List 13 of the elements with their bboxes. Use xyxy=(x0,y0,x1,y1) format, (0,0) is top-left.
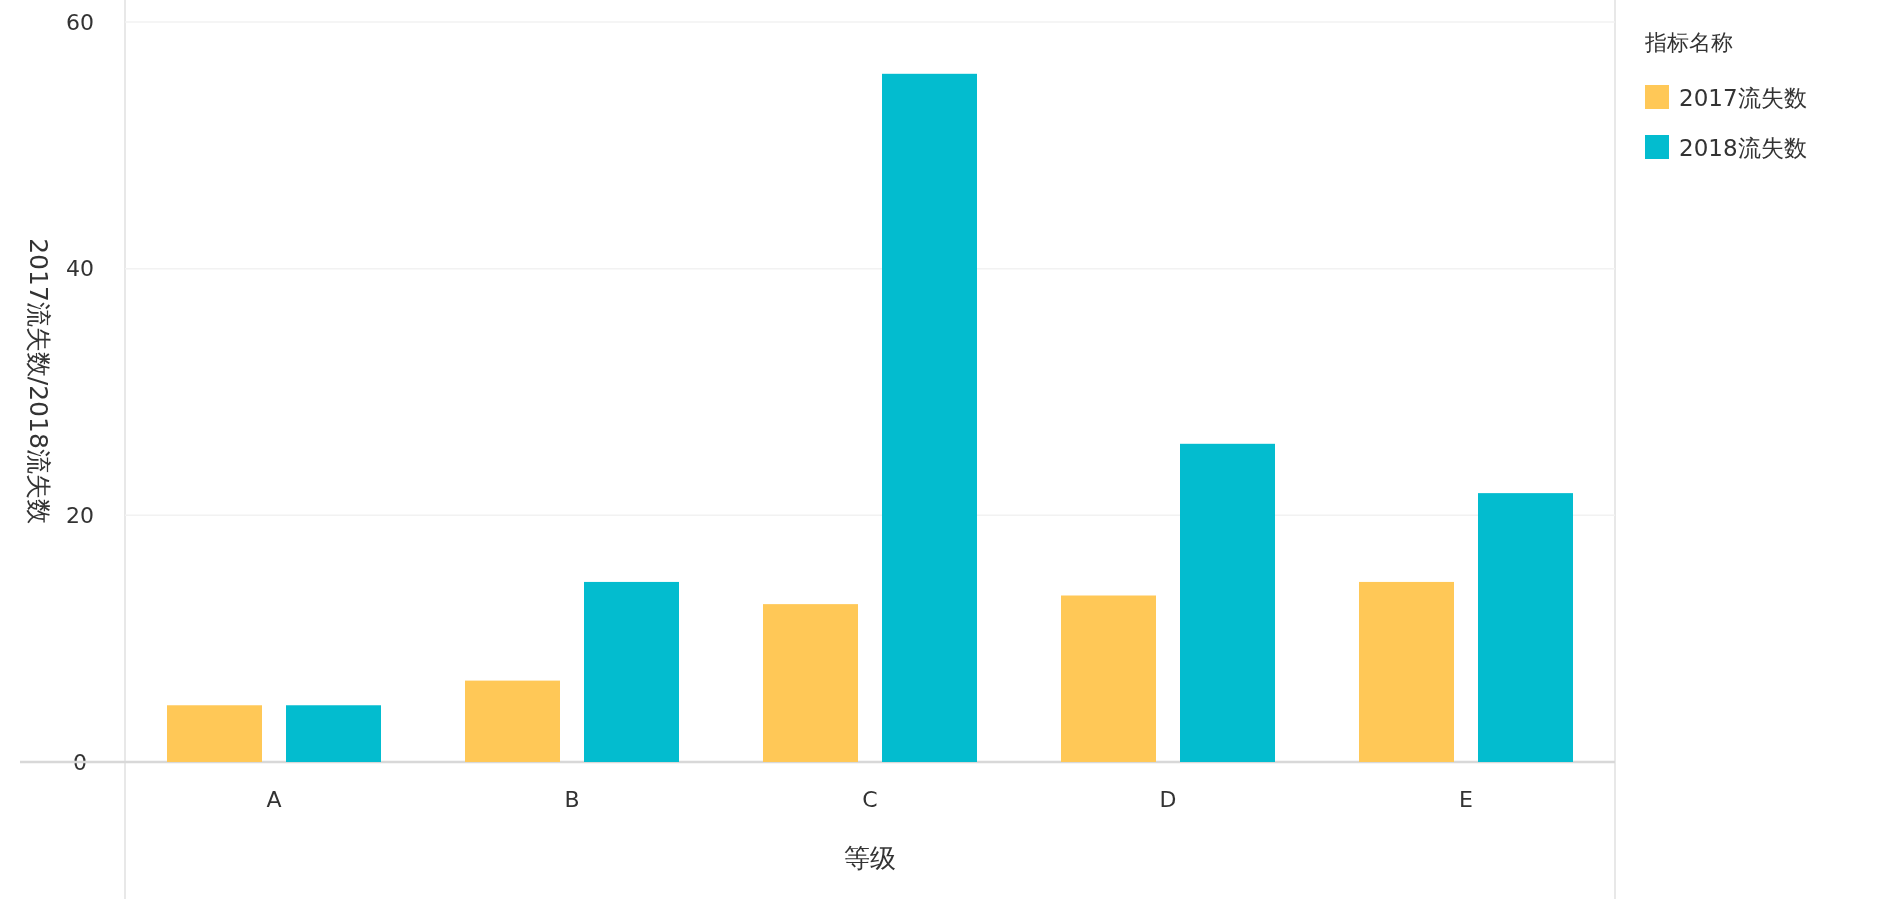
legend-label: 2018流失数 xyxy=(1679,135,1807,161)
legend-label: 2017流失数 xyxy=(1679,85,1807,111)
x-tick-label: C xyxy=(862,787,878,812)
y-tick-label: 40 xyxy=(66,256,94,282)
y-axis-title: 2017流失数/2018流失数 xyxy=(24,238,53,524)
x-tick-label: E xyxy=(1459,787,1473,812)
y-tick-label: 20 xyxy=(66,502,94,528)
x-tick-label: B xyxy=(564,787,580,812)
x-axis-title: 等级 xyxy=(844,843,896,873)
x-tick-label: D xyxy=(1159,787,1177,812)
legend-title: 指标名称 xyxy=(1644,30,1733,55)
y-tick-label: 60 xyxy=(66,9,94,35)
x-tick-label: A xyxy=(266,787,282,812)
